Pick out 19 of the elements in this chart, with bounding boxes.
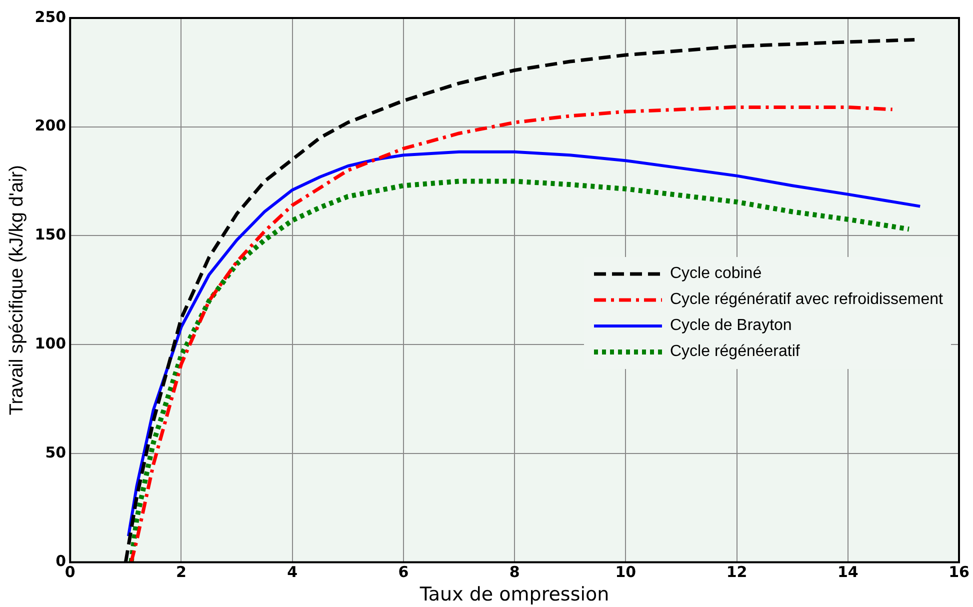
y-tick-label: 200 (34, 116, 66, 135)
y-tick-label: 100 (34, 334, 66, 352)
x-tick-label: 16 (948, 563, 970, 582)
legend-label: Cycle régénéeratif (670, 343, 800, 362)
x-axis-title: Taux de ompression (418, 584, 610, 606)
x-tick-label: 4 (287, 563, 298, 582)
x-tick-label: 6 (398, 563, 409, 582)
y-tick-label: 50 (45, 443, 66, 462)
y-tick-label: 150 (34, 226, 66, 244)
legend-label: Cycle régénératif avec refroidissement (670, 291, 943, 310)
legend-label: Cycle cobiné (670, 265, 762, 284)
legend-label: Cycle de Brayton (670, 317, 792, 336)
y-axis-title: Travail spécifique (kJ/kg d'air) (6, 165, 28, 416)
x-tick-label: 8 (509, 563, 520, 582)
x-tick-label: 2 (176, 563, 186, 582)
x-tick-label: 14 (837, 563, 858, 582)
x-tick-label: 10 (615, 563, 636, 582)
y-tick-label: 250 (34, 8, 66, 26)
x-tick-label: 12 (726, 563, 748, 582)
